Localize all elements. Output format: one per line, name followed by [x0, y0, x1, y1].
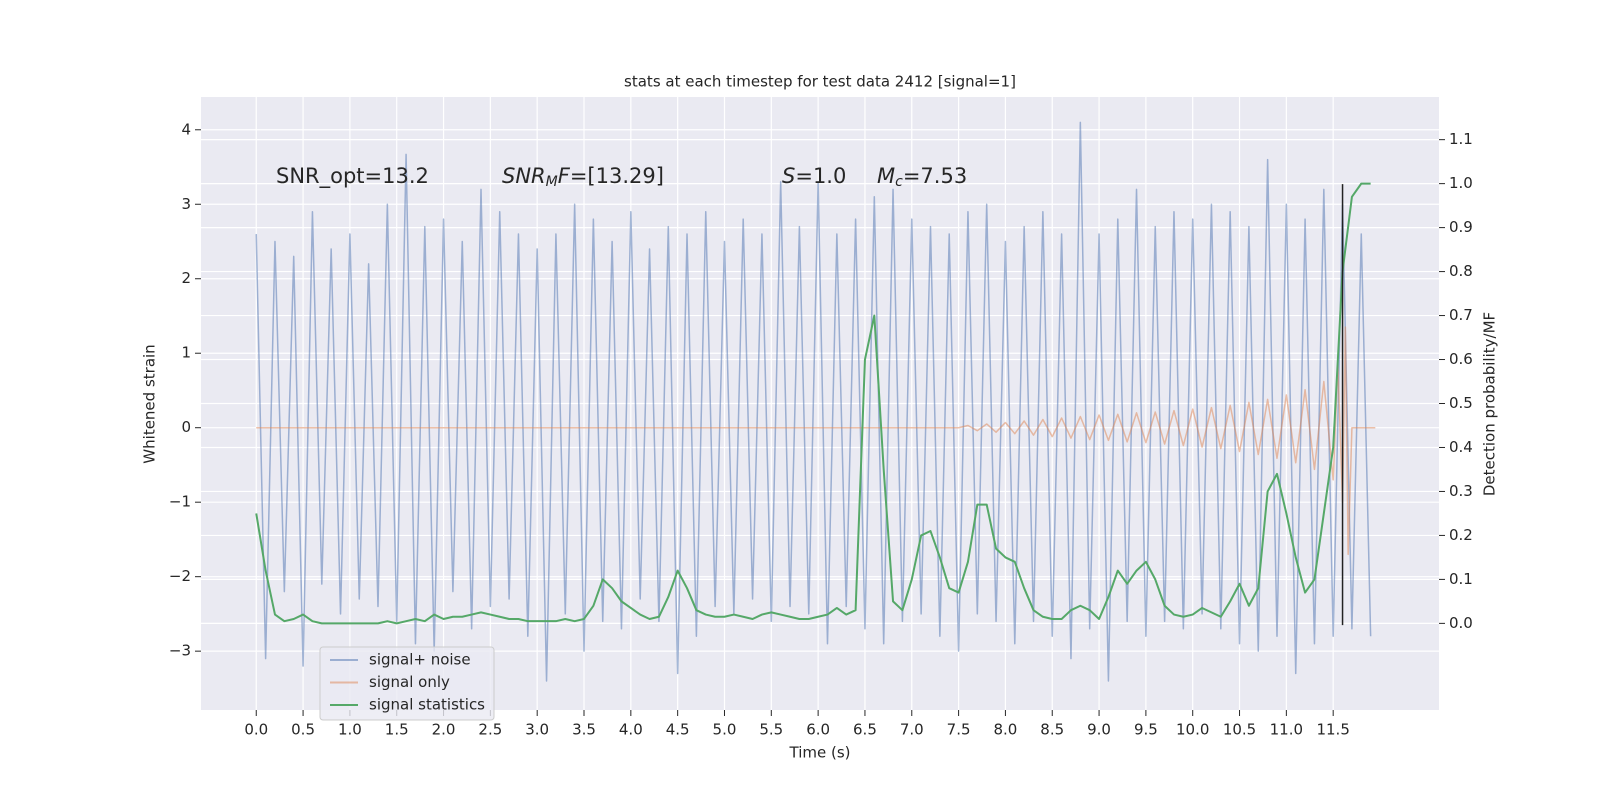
annotation-part: =7.53: [903, 164, 967, 188]
x-tick-label: 9.0: [1087, 721, 1111, 739]
x-tick-label: 6.0: [806, 721, 830, 739]
series-line: [255, 121, 1372, 682]
chart-title: stats at each timestep for test data 241…: [624, 73, 1016, 91]
annotation-part: c: [895, 174, 903, 190]
y2-tick-label: 0.4: [1449, 438, 1473, 456]
x-tick-label: 8.0: [993, 721, 1017, 739]
y2-tick-label: 0.2: [1449, 526, 1473, 544]
x-tick-label: 7.0: [900, 721, 924, 739]
annotation: SNRMF=[13.29]: [502, 164, 664, 190]
annotation: Mc=7.53: [877, 164, 967, 190]
x-tick-label: 10.0: [1176, 721, 1209, 739]
y-tick-label: 1: [181, 344, 191, 362]
y2-tick-label: 0.7: [1449, 306, 1473, 324]
y-tick-label: −1: [169, 493, 191, 511]
x-tick-label: 1.0: [338, 721, 362, 739]
y2-axis-label: Detection probability/MF: [1481, 312, 1499, 496]
annotation: S=1.0: [782, 164, 846, 188]
y2-tick-label: 0.9: [1449, 218, 1473, 236]
annotation-part: =[13.29]: [570, 164, 664, 188]
y2-tick-label: 0.5: [1449, 394, 1473, 412]
x-tick-label: 11.5: [1316, 721, 1349, 739]
series-line: [255, 182, 1371, 625]
x-tick-label: 0.5: [291, 721, 315, 739]
y-tick-label: 4: [181, 120, 191, 138]
x-tick-label: 9.5: [1134, 721, 1158, 739]
annotation: SNR_opt=13.2: [276, 164, 429, 189]
y2-tick-label: 0.1: [1449, 570, 1473, 588]
x-tick-label: 4.0: [619, 721, 643, 739]
x-tick-label: 3.0: [525, 721, 549, 739]
x-tick-label: 1.5: [385, 721, 409, 739]
legend-label: signal statistics: [369, 696, 485, 714]
annotation-part: F: [558, 164, 571, 188]
y-axis-label: Whitened strain: [141, 344, 159, 463]
x-tick-label: 2.0: [432, 721, 456, 739]
annotation-part: SNR_opt=13.2: [276, 164, 429, 189]
x-tick-label: 4.5: [666, 721, 690, 739]
x-tick-label: 2.5: [478, 721, 502, 739]
x-tick-label: 7.5: [947, 721, 971, 739]
y2-tick-label: 0.3: [1449, 482, 1473, 500]
x-tick-label: 0.0: [244, 721, 268, 739]
legend-box: [319, 646, 495, 721]
y2-tick-label: 0.0: [1449, 614, 1473, 632]
y2-tick-label: 0.8: [1449, 262, 1473, 280]
y-tick-label: 2: [181, 269, 191, 287]
y2-tick-label: 1.1: [1449, 130, 1473, 148]
x-tick-label: 10.5: [1223, 721, 1256, 739]
y-tick-label: −2: [169, 567, 191, 585]
annotation-part: =1.0: [795, 164, 846, 188]
x-tick-label: 6.5: [853, 721, 877, 739]
y-tick-label: 0: [181, 418, 191, 436]
x-tick-label: 5.0: [713, 721, 737, 739]
x-tick-label: 8.5: [1040, 721, 1064, 739]
y-tick-label: 3: [181, 195, 191, 213]
legend: signal+ noise signal only signal statistic…: [319, 646, 495, 721]
y2-tick-label: 1.0: [1449, 174, 1473, 192]
x-axis-label: Time (s): [789, 744, 851, 762]
legend-label: signal only: [369, 673, 450, 691]
x-tick-label: 3.5: [572, 721, 596, 739]
annotation-part: M: [546, 174, 558, 190]
annotation-part: SNR: [502, 164, 546, 188]
y2-tick-label: 0.6: [1449, 350, 1473, 368]
annotation-part: S: [782, 164, 795, 188]
x-tick-label: 5.5: [759, 721, 783, 739]
annotation-part: M: [877, 164, 895, 188]
series-line: [256, 326, 1376, 556]
x-tick-label: 11.0: [1270, 721, 1303, 739]
legend-label: signal+ noise: [369, 651, 471, 669]
y-tick-label: −3: [169, 642, 191, 660]
